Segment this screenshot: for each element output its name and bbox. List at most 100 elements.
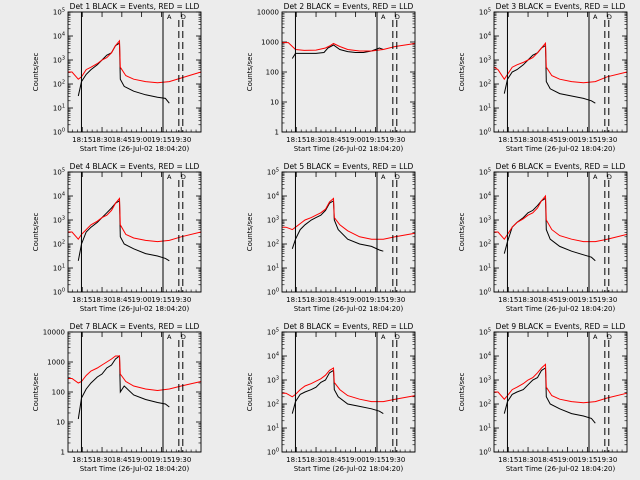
x-axis-label: Start Time (26-Jul-02 18:04:20)	[80, 465, 190, 473]
y-tick-label: 104	[53, 192, 65, 201]
x-axis-label: Start Time (26-Jul-02 18:04:20)	[80, 145, 190, 153]
y-tick-label: 100	[479, 128, 491, 137]
marker-label: D	[395, 13, 400, 21]
lld-series-line	[494, 194, 628, 243]
y-axis-label: Counts/sec	[458, 53, 466, 92]
y-tick-label: 105	[267, 168, 279, 177]
events-series-line	[77, 355, 170, 420]
x-tick-label: 19:30	[171, 136, 191, 144]
panel-title: Det 7 BLACK = Events, RED = LLD	[70, 322, 200, 331]
x-tick-label: 19:30	[385, 456, 405, 464]
x-tick-label: 19:15	[151, 456, 171, 464]
y-tick-label: 104	[267, 352, 279, 361]
y-axis-label: Counts/sec	[32, 373, 40, 412]
marker-label: A	[167, 13, 172, 21]
y-tick-label: 103	[53, 56, 65, 65]
x-tick-label: 18:15	[72, 136, 92, 144]
y-tick-label: 105	[53, 8, 65, 17]
y-tick-label: 1	[275, 129, 279, 137]
y-tick-label: 102	[479, 240, 491, 249]
y-tick-label: 100	[267, 288, 279, 297]
detector-panel: Det 4 BLACK = Events, RED = LLD Counts/se…	[32, 162, 202, 313]
plot-frame	[281, 11, 416, 133]
y-axis-label: Counts/sec	[246, 373, 254, 412]
detector-panel: Det 7 BLACK = Events, RED = LLD Counts/se…	[32, 322, 202, 473]
marker-label: A	[381, 13, 386, 21]
plot-frame	[493, 331, 628, 453]
plot-frame	[493, 11, 628, 133]
x-tick-label: 18:45	[112, 136, 132, 144]
y-axis-label: Counts/sec	[458, 213, 466, 252]
x-tick-label: 19:30	[171, 296, 191, 304]
y-tick-label: 103	[53, 216, 65, 225]
x-tick-label: 19:00	[558, 456, 578, 464]
y-tick-label: 102	[53, 80, 65, 89]
y-tick-label: 103	[479, 216, 491, 225]
x-tick-label: 19:15	[577, 456, 597, 464]
marker-label: A	[593, 333, 598, 341]
x-tick-label: 19:15	[151, 296, 171, 304]
marker-label: D	[607, 13, 612, 21]
detector-panel: Det 1 BLACK = Events, RED = LLD Counts/se…	[32, 2, 202, 153]
detector-panel: Det 9 BLACK = Events, RED = LLD Counts/se…	[458, 322, 628, 473]
x-tick-label: 19:15	[577, 136, 597, 144]
y-tick-label: 103	[479, 56, 491, 65]
x-tick-label: 18:15	[498, 136, 518, 144]
x-tick-label: 18:45	[538, 456, 558, 464]
x-tick-label: 18:45	[326, 136, 346, 144]
detector-panel: Det 6 BLACK = Events, RED = LLD Counts/se…	[458, 162, 628, 313]
y-tick-label: 100	[479, 448, 491, 457]
marker-label: D	[181, 333, 186, 341]
y-tick-label: 101	[267, 264, 279, 273]
marker-label: A	[593, 173, 598, 181]
x-tick-label: 19:30	[171, 456, 191, 464]
x-tick-label: 19:30	[385, 296, 405, 304]
y-tick-label: 101	[53, 104, 65, 113]
panel-title: Det 3 BLACK = Events, RED = LLD	[496, 2, 626, 11]
y-tick-label: 101	[479, 104, 491, 113]
detector-panel: Det 2 BLACK = Events, RED = LLD Counts/se…	[246, 2, 416, 153]
y-tick-label: 10	[270, 99, 279, 107]
y-tick-label: 104	[479, 352, 491, 361]
panel-title: Det 9 BLACK = Events, RED = LLD	[496, 322, 626, 331]
x-tick-label: 18:45	[538, 296, 558, 304]
y-tick-label: 10000	[43, 329, 65, 337]
x-tick-label: 18:15	[286, 296, 306, 304]
x-tick-label: 18:30	[92, 456, 112, 464]
plot-frame	[67, 171, 202, 293]
y-tick-label: 101	[479, 264, 491, 273]
x-tick-label: 19:15	[577, 296, 597, 304]
x-tick-label: 19:15	[365, 136, 385, 144]
events-series-line	[291, 369, 384, 415]
y-tick-label: 102	[267, 400, 279, 409]
marker-label: A	[381, 333, 386, 341]
x-tick-label: 19:00	[346, 296, 366, 304]
y-axis-label: Counts/sec	[32, 213, 40, 252]
lld-series-line	[494, 363, 628, 404]
x-tick-label: 18:15	[286, 136, 306, 144]
x-tick-label: 19:30	[597, 456, 617, 464]
plot-frame	[67, 331, 202, 453]
y-tick-label: 105	[479, 8, 491, 17]
y-tick-label: 10000	[257, 9, 279, 17]
x-axis-label: Start Time (26-Jul-02 18:04:20)	[294, 305, 404, 313]
y-tick-label: 10	[56, 419, 65, 427]
y-tick-label: 100	[267, 448, 279, 457]
detector-panel: Det 8 BLACK = Events, RED = LLD Counts/se…	[246, 322, 416, 473]
x-tick-label: 18:15	[72, 296, 92, 304]
plot-frame	[281, 171, 416, 293]
x-tick-label: 19:00	[346, 456, 366, 464]
y-tick-label: 104	[479, 32, 491, 41]
y-tick-label: 1000	[261, 39, 279, 47]
x-axis-label: Start Time (26-Jul-02 18:04:20)	[506, 465, 616, 473]
lld-series-line	[282, 197, 416, 240]
x-axis-label: Start Time (26-Jul-02 18:04:20)	[506, 305, 616, 313]
x-axis-label: Start Time (26-Jul-02 18:04:20)	[80, 305, 190, 313]
x-tick-label: 19:30	[385, 136, 405, 144]
y-tick-label: 104	[53, 32, 65, 41]
y-axis-label: Counts/sec	[458, 373, 466, 412]
x-tick-label: 18:45	[326, 456, 346, 464]
y-tick-label: 101	[53, 264, 65, 273]
